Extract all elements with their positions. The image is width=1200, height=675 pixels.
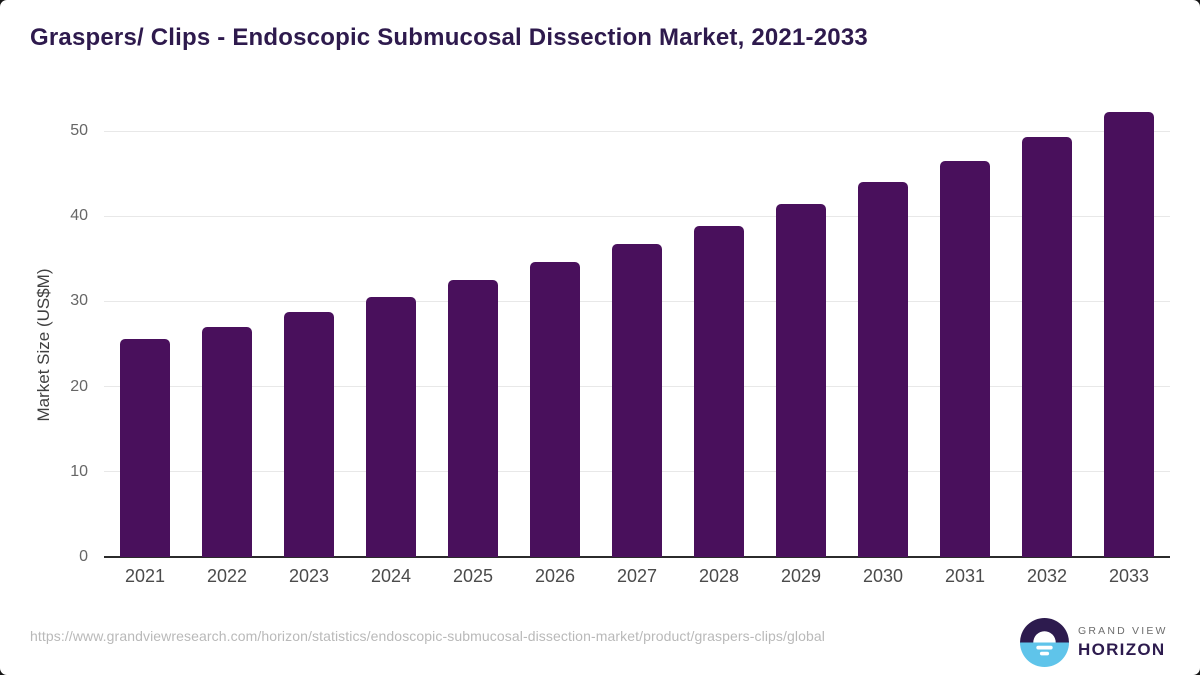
x-label-2033: 2033 xyxy=(1108,566,1150,586)
bar-slot-2031 xyxy=(924,131,1006,557)
bar-slot-2021 xyxy=(104,131,186,557)
bar-slot-2030 xyxy=(842,131,924,557)
chart-title: Graspers/ Clips - Endoscopic Submucosal … xyxy=(30,24,868,51)
plot-area xyxy=(104,112,1170,558)
x-label-2027: 2027 xyxy=(616,566,658,586)
bar-slot-2025 xyxy=(432,131,514,557)
bar-2027[interactable] xyxy=(612,244,662,557)
bar-2025[interactable] xyxy=(448,280,498,557)
brand-name-top: GRAND VIEW xyxy=(1078,625,1168,637)
bar-2023[interactable] xyxy=(284,312,334,557)
y-tick-0: 0 xyxy=(79,548,88,565)
y-tick-30: 30 xyxy=(70,292,88,310)
x-label-2024: 2024 xyxy=(370,566,412,586)
x-label-2026: 2026 xyxy=(534,566,576,586)
bar-2029[interactable] xyxy=(776,204,826,557)
bar-2030[interactable] xyxy=(858,182,908,557)
gridline-40 xyxy=(104,215,1170,217)
x-label-2025: 2025 xyxy=(452,566,494,586)
bar-2022[interactable] xyxy=(202,326,252,557)
y-tick-50: 50 xyxy=(70,122,88,139)
x-label-2023: 2023 xyxy=(288,566,330,586)
y-tick-20: 20 xyxy=(70,377,88,395)
bar-slot-2023 xyxy=(268,131,350,557)
bar-slot-2028 xyxy=(678,131,760,557)
x-label-2030: 2030 xyxy=(862,566,904,586)
bar-2032[interactable] xyxy=(1022,136,1072,557)
x-label-2029: 2029 xyxy=(780,566,822,586)
x-label-2021: 2021 xyxy=(124,566,166,586)
x-axis-line xyxy=(104,556,1170,558)
source-url: https://www.grandviewresearch.com/horizo… xyxy=(30,628,825,644)
bar-slot-2024 xyxy=(350,131,432,557)
brand-name-bottom: HORIZON xyxy=(1078,640,1166,659)
bar-2033[interactable] xyxy=(1104,112,1154,557)
bar-slot-2022 xyxy=(186,131,268,557)
bar-slot-2026 xyxy=(514,131,596,557)
bar-slot-2027 xyxy=(596,131,678,557)
bar-2026[interactable] xyxy=(530,262,580,557)
bar-2028[interactable] xyxy=(694,225,744,557)
bar-slot-2032 xyxy=(1006,131,1088,557)
x-label-2031: 2031 xyxy=(944,566,986,586)
bar-slot-2033 xyxy=(1088,112,1170,557)
bar-2021[interactable] xyxy=(120,338,170,557)
bar-2031[interactable] xyxy=(940,160,990,557)
x-label-2032: 2032 xyxy=(1026,566,1068,586)
x-label-2028: 2028 xyxy=(698,566,740,586)
bar-2024[interactable] xyxy=(366,297,416,557)
brand-logo[interactable]: GRAND VIEW HORIZON xyxy=(1020,618,1168,667)
brand-logo-text: GRAND VIEW HORIZON xyxy=(1078,625,1168,660)
y-tick-40: 40 xyxy=(70,207,88,225)
gridline-50 xyxy=(104,130,1170,132)
y-tick-10: 10 xyxy=(70,462,88,480)
bar-slot-2029 xyxy=(760,131,842,557)
horizon-logo-icon xyxy=(1020,618,1069,667)
x-label-2022: 2022 xyxy=(206,566,248,586)
x-axis-labels: 2021 2022 2023 2024 2025 2026 2027 2028 2029 2030… xyxy=(104,566,1170,587)
